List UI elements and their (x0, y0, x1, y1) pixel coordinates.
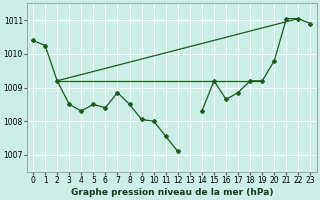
X-axis label: Graphe pression niveau de la mer (hPa): Graphe pression niveau de la mer (hPa) (70, 188, 273, 197)
